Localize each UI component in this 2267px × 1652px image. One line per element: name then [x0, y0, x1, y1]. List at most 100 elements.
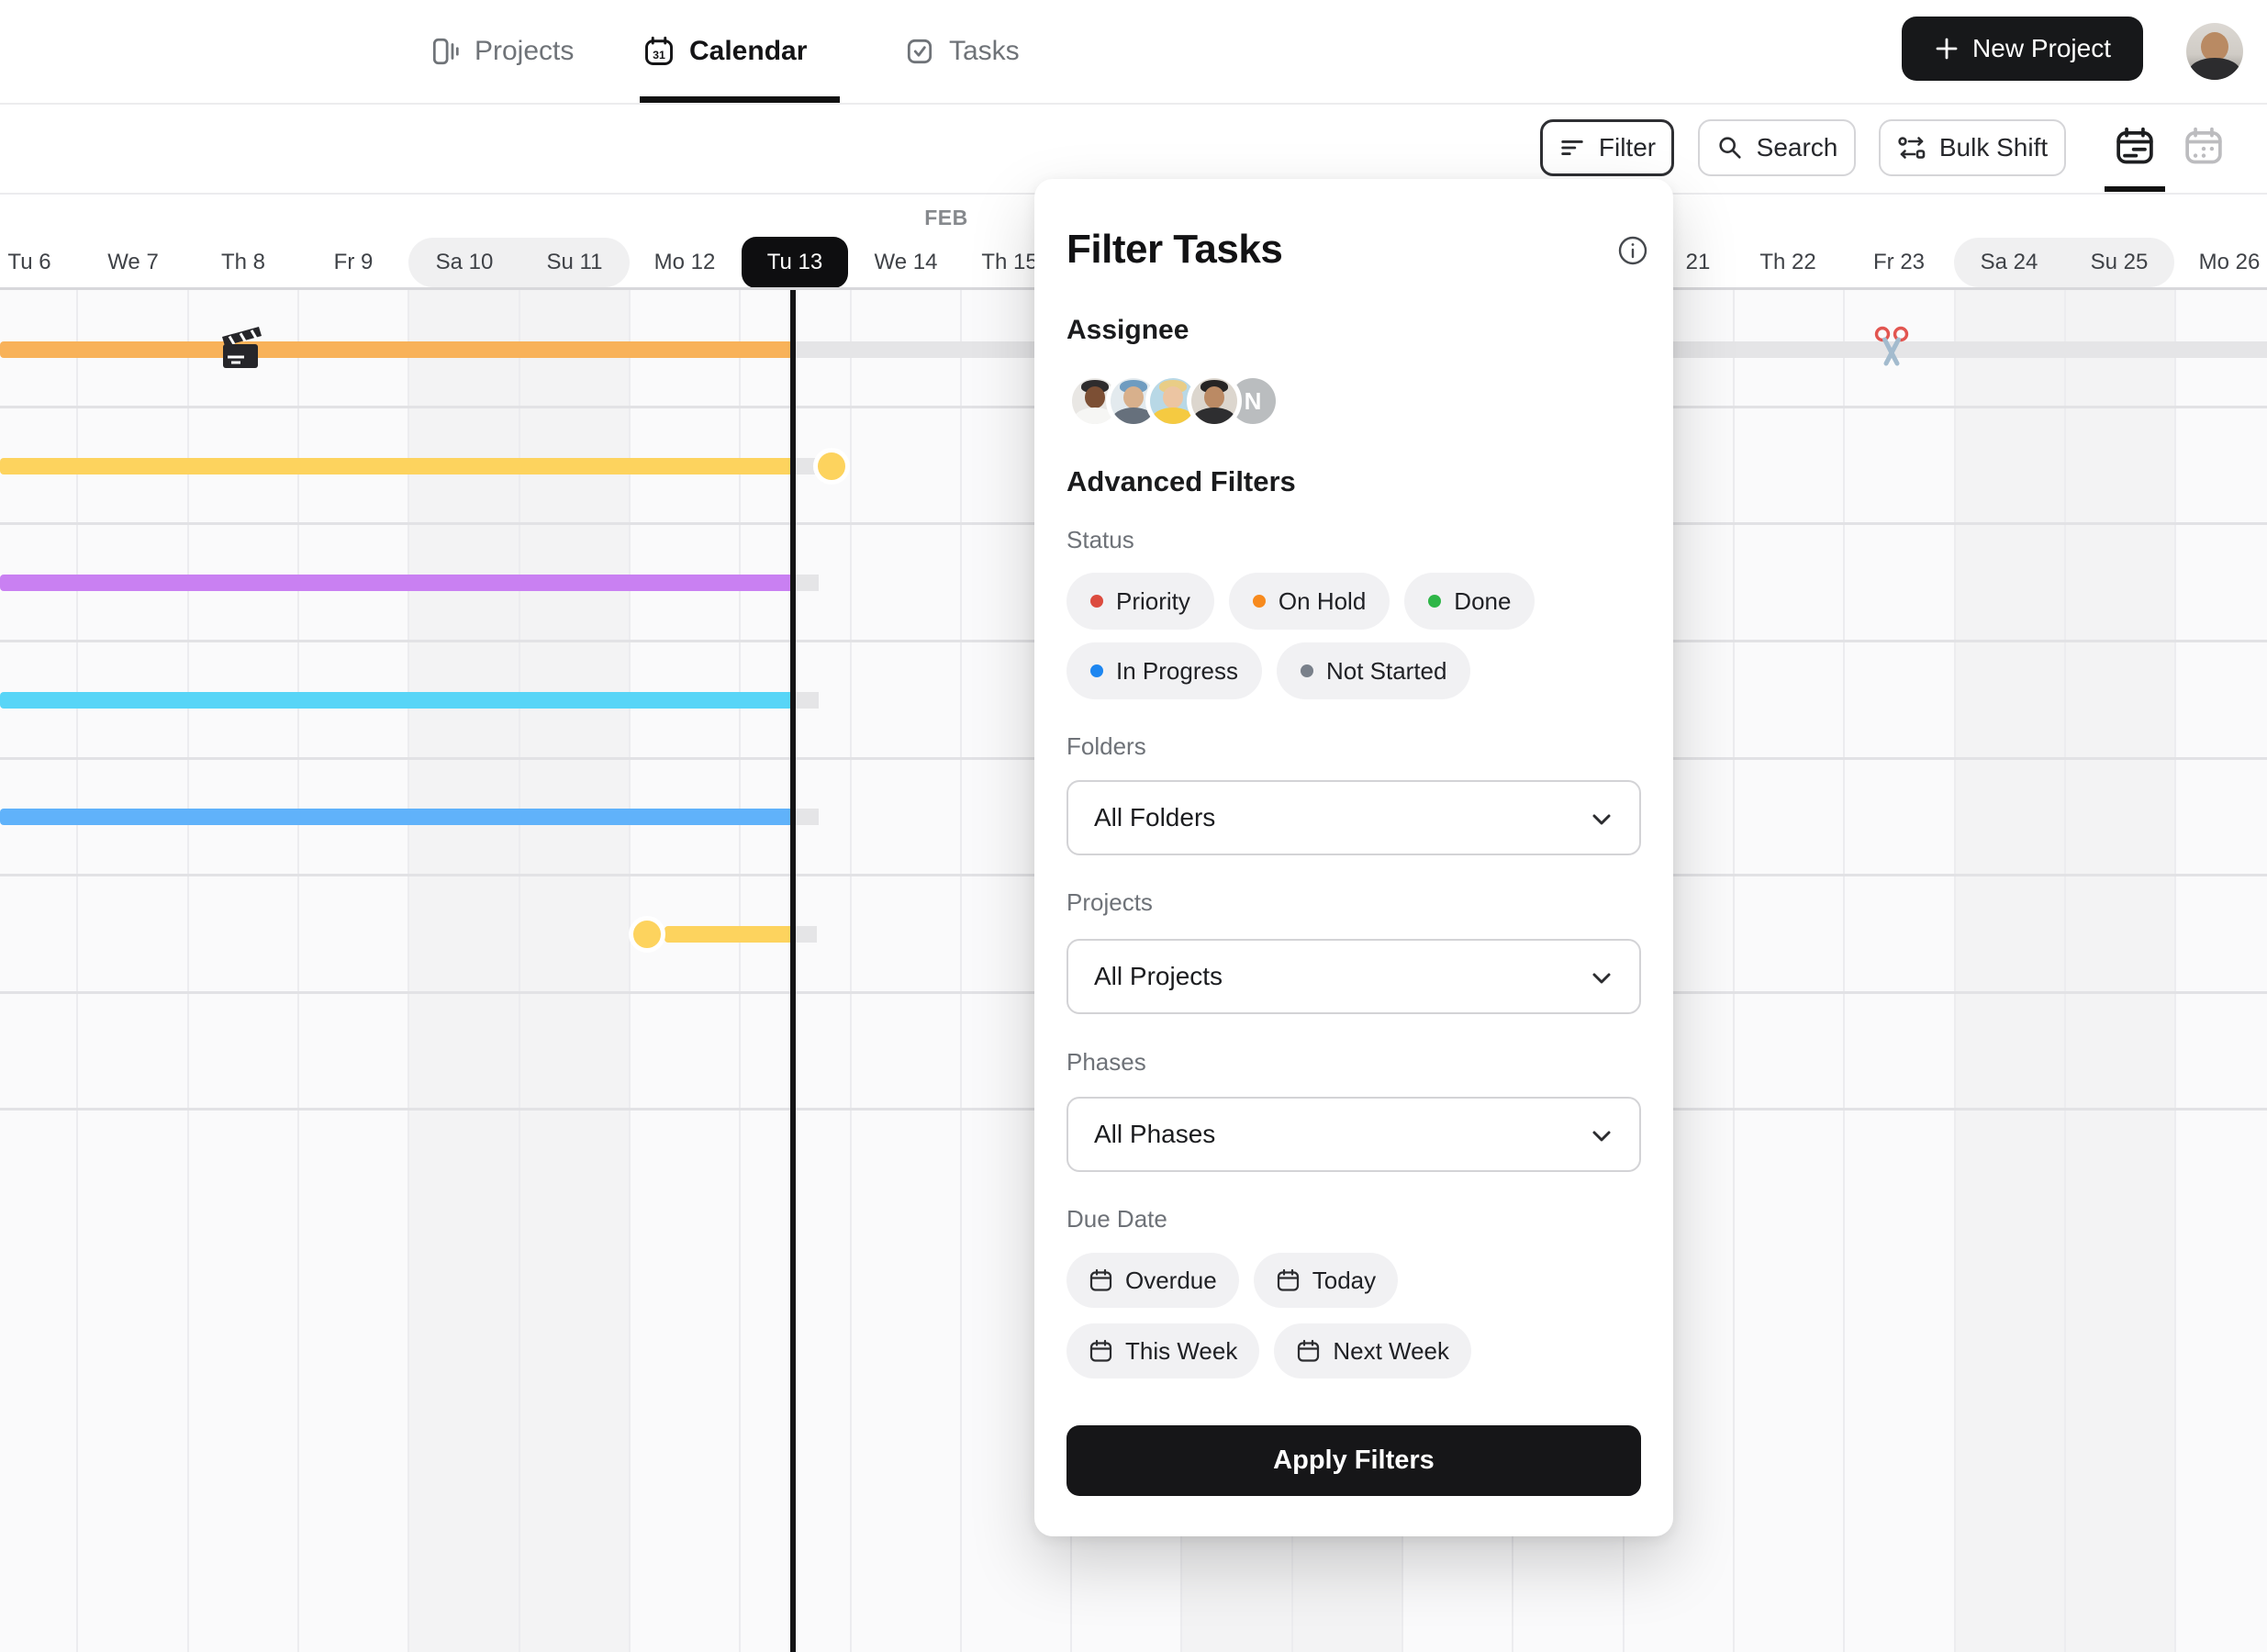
assignee-initial: N	[1244, 386, 1262, 415]
user-avatar[interactable]	[2186, 23, 2243, 80]
status-chip-not-started[interactable]: Not Started	[1276, 642, 1471, 699]
calendar-icon	[1276, 1268, 1301, 1293]
phases-label: Phases	[1066, 1048, 1146, 1076]
filter-icon	[1561, 140, 1583, 155]
grid-column-line	[2174, 289, 2176, 1652]
tab-calendar[interactable]: 31 Calendar	[642, 0, 807, 103]
search-button-label: Search	[1756, 133, 1838, 162]
status-dot	[1090, 664, 1103, 677]
calendar-icon	[1296, 1339, 1321, 1364]
svg-text:31: 31	[653, 49, 665, 61]
day-label: Mo 26	[2198, 250, 2261, 274]
due-chip-overdue[interactable]: Overdue	[1066, 1253, 1239, 1308]
search-icon	[1719, 137, 1741, 159]
day-label: Tu 6	[7, 250, 51, 274]
active-view-underline	[2105, 186, 2165, 192]
grid-column-line	[1954, 289, 1956, 1652]
grid-column-line	[297, 289, 299, 1652]
scissors-marker	[1870, 324, 1914, 370]
folders-label: Folders	[1066, 732, 1146, 760]
calendar-icon	[1089, 1339, 1113, 1364]
assignee-label: Assignee	[1066, 315, 1189, 345]
task-track	[795, 458, 819, 474]
plus-icon	[1936, 38, 1958, 60]
bulk-shift-button[interactable]: Bulk Shift	[1879, 119, 2066, 176]
milestone-dot[interactable]	[813, 448, 850, 485]
milestone-dot[interactable]	[629, 916, 665, 953]
tasks-icon	[907, 39, 932, 64]
phases-dropdown[interactable]: All Phases	[1066, 1097, 1641, 1172]
assignee-avatar[interactable]: N	[1230, 378, 1276, 424]
assignee-avatar[interactable]	[1072, 378, 1118, 424]
day-label: Mo 12	[653, 250, 716, 274]
grid-column-line	[739, 289, 741, 1652]
status-chip-in-progress[interactable]: In Progress	[1066, 642, 1262, 699]
task-bar[interactable]	[0, 458, 795, 474]
assignee-avatar[interactable]	[1150, 378, 1196, 424]
day-label: Fr 9	[333, 250, 374, 274]
task-bar[interactable]	[0, 692, 795, 709]
search-button[interactable]: Search	[1698, 119, 1856, 176]
status-label: Status	[1066, 526, 1134, 553]
task-track	[795, 926, 817, 943]
tab-tasks-label: Tasks	[949, 36, 1020, 66]
projects-label: Projects	[1066, 888, 1153, 916]
day-label: Sa 24	[1980, 250, 2038, 274]
timeline-view-icon	[2116, 127, 2153, 164]
new-project-label: New Project	[1972, 34, 2111, 62]
filter-button-label: Filter	[1598, 133, 1657, 162]
grid-view-icon	[2185, 127, 2222, 164]
apply-filters-button[interactable]: Apply Filters	[1066, 1425, 1641, 1496]
day-label: Tu 13	[766, 250, 823, 274]
due-chip-today[interactable]: Today	[1253, 1253, 1399, 1308]
clapperboard-marker	[218, 322, 266, 372]
task-bar[interactable]	[664, 926, 795, 943]
status-chip-on-hold[interactable]: On Hold	[1228, 573, 1390, 630]
grid-view-toggle[interactable]	[2183, 127, 2224, 167]
bulk-shift-icon	[1898, 137, 1926, 159]
due-chip-this-week[interactable]: This Week	[1066, 1323, 1260, 1379]
today-pill	[742, 237, 848, 288]
folders-dropdown[interactable]: All Folders	[1066, 780, 1641, 855]
day-label: Fr 23	[1872, 250, 1926, 274]
assignee-avatar[interactable]	[1111, 378, 1156, 424]
due-chip-next-week[interactable]: Next Week	[1274, 1323, 1472, 1379]
filter-button[interactable]: Filter	[1540, 119, 1674, 176]
grid-column-line	[76, 289, 78, 1652]
grid-column-line	[850, 289, 852, 1652]
active-tab-underline	[640, 96, 840, 103]
grid-column-line	[1733, 289, 1735, 1652]
grid-column-line	[629, 289, 631, 1652]
day-label: Su 25	[2090, 250, 2149, 274]
chevron-down-icon	[1592, 1131, 1611, 1142]
status-chip-label: On Hold	[1278, 586, 1367, 615]
status-dot	[1090, 595, 1103, 608]
info-icon[interactable]	[1617, 235, 1648, 266]
projects-dropdown-value: All Projects	[1094, 962, 1223, 990]
assignee-avatar[interactable]	[1191, 378, 1237, 424]
top-nav: Projects 31 Calendar Tasks New Project	[0, 0, 2267, 105]
status-chip-done[interactable]: Done	[1404, 573, 1536, 630]
chevron-down-icon	[1592, 973, 1611, 984]
status-chip-priority[interactable]: Priority	[1066, 573, 1214, 630]
day-label: Th 22	[1759, 250, 1816, 274]
task-track	[795, 809, 819, 825]
grid-column-line	[960, 289, 962, 1652]
new-project-button[interactable]: New Project	[1902, 17, 2143, 81]
tab-calendar-label: Calendar	[689, 36, 808, 66]
projects-dropdown[interactable]: All Projects	[1066, 939, 1641, 1014]
task-bar[interactable]	[0, 575, 795, 591]
day-label: Th 15	[981, 250, 1038, 274]
task-bar[interactable]	[0, 341, 795, 358]
advanced-filters-label: Advanced Filters	[1066, 465, 1296, 497]
status-dot	[1300, 664, 1313, 677]
grid-column-line	[2064, 289, 2066, 1652]
timeline-view-toggle[interactable]	[2115, 127, 2155, 167]
day-label: We 7	[107, 250, 159, 274]
tab-tasks[interactable]: Tasks	[904, 0, 1020, 103]
tab-projects[interactable]: Projects	[430, 0, 574, 103]
day-label: We 14	[874, 250, 938, 274]
task-bar[interactable]	[0, 809, 795, 825]
due-chip-label: Today	[1312, 1266, 1377, 1294]
